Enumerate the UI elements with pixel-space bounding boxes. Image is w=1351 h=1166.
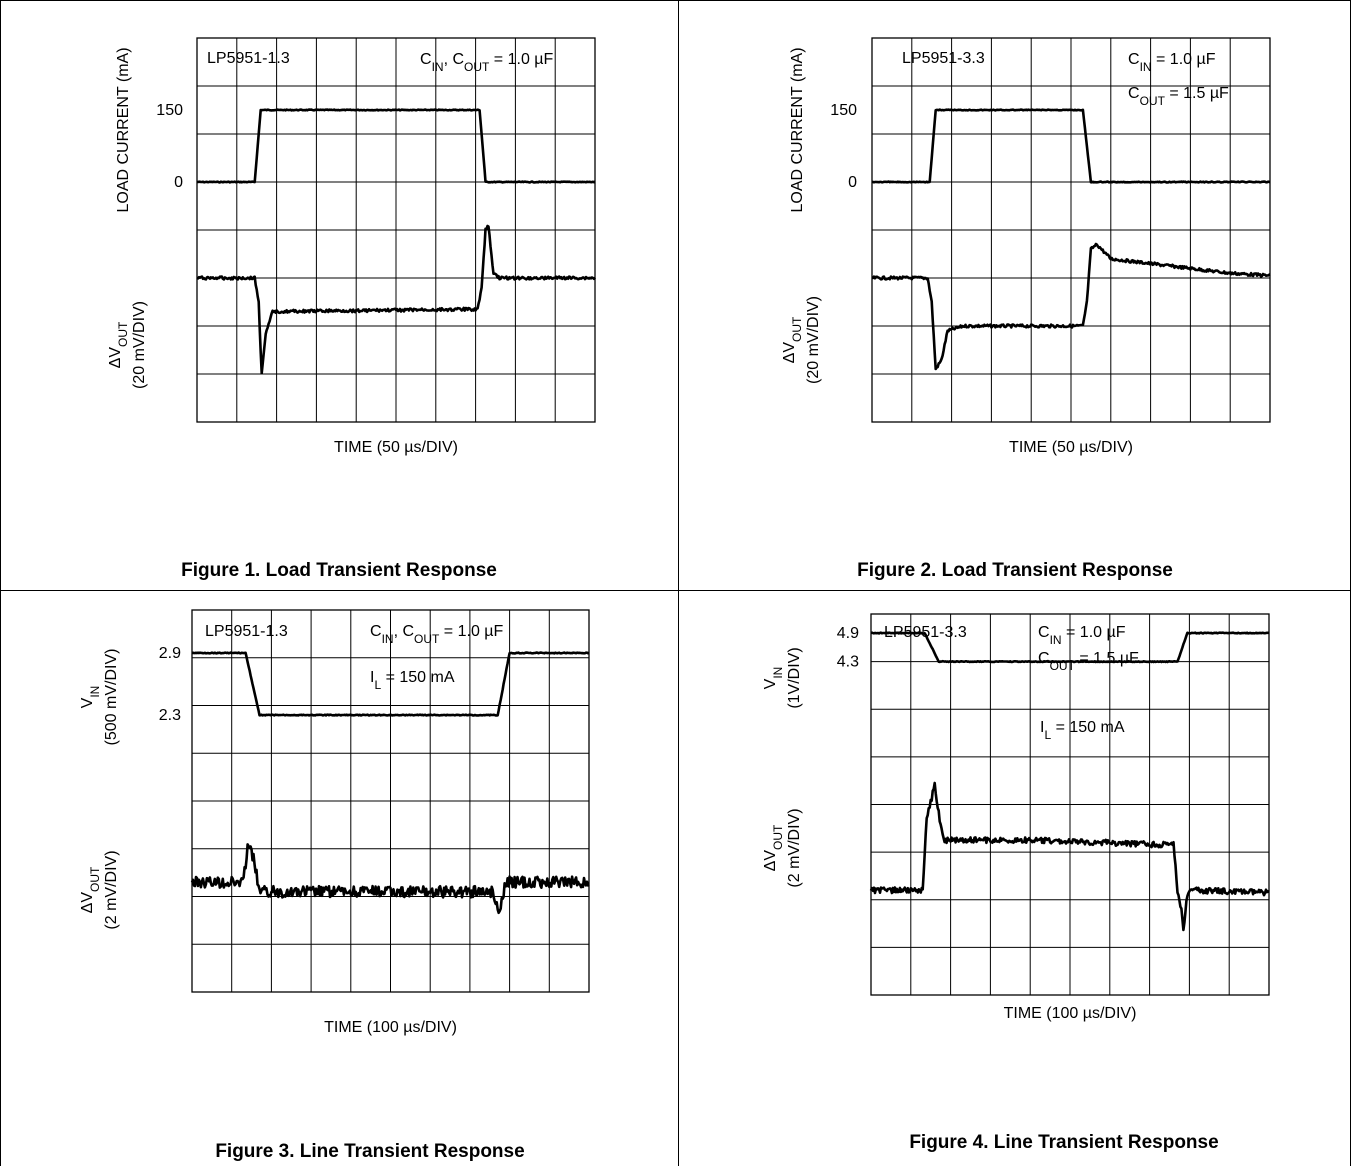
bottom-trace-line <box>871 242 1271 371</box>
figure-1-caption: Figure 1. Load Transient Response <box>181 560 497 581</box>
condition-label: IL = 150 mA <box>1040 719 1125 742</box>
y-tick-label: 4.3 <box>837 654 859 671</box>
top-y-axis-label: LOAD CURRENT (mA) <box>789 47 806 212</box>
bottom-trace-line <box>190 843 590 915</box>
bottom-y-axis-label: ΔVOUT (2 mV/DIV) <box>79 850 120 929</box>
x-axis-label: TIME (50 µs/DIV) <box>1009 439 1133 456</box>
y-tick-label: 150 <box>830 102 857 119</box>
top-y-axis-label: LOAD CURRENT (mA) <box>115 47 132 212</box>
bottom-trace-line <box>869 781 1270 932</box>
svg-text:VIN: VIN <box>762 667 785 690</box>
frame-top <box>0 0 1351 1</box>
y-tick-label: 2.3 <box>159 707 181 724</box>
y-tick-label: 0 <box>174 174 183 191</box>
y-tick-label: 4.9 <box>837 625 859 642</box>
svg-text:(2 mV/DIV): (2 mV/DIV) <box>103 850 120 929</box>
y-tick-label: 2.9 <box>159 645 181 662</box>
figure-2-caption: Figure 2. Load Transient Response <box>857 560 1173 581</box>
top-y-axis-label: VIN (500 mV/DIV) <box>79 649 120 746</box>
part-number-label: LP5951-1.3 <box>207 50 290 67</box>
frame-vertical-divider <box>678 0 679 1166</box>
part-number-label: LP5951-3.3 <box>902 50 985 67</box>
svg-text:(20 mV/DIV): (20 mV/DIV) <box>805 296 822 384</box>
y-tick-label: 0 <box>848 174 857 191</box>
svg-text:(20 mV/DIV): (20 mV/DIV) <box>131 301 148 389</box>
svg-text:ΔVOUT: ΔVOUT <box>762 824 785 871</box>
part-number-label: LP5951-1.3 <box>205 623 288 640</box>
top-trace-line <box>196 108 596 184</box>
condition-label: CIN = 1.0 µF <box>1128 51 1216 74</box>
bottom-y-axis-label: ΔVOUT (2 mV/DIV) <box>762 808 803 887</box>
svg-text:LOAD CURRENT (mA): LOAD CURRENT (mA) <box>789 47 806 212</box>
bottom-y-axis-label: ΔVOUT (20 mV/DIV) <box>781 296 822 384</box>
frame-horizontal-divider <box>0 590 1351 591</box>
x-axis-label: TIME (100 µs/DIV) <box>324 1019 457 1036</box>
condition-label: CIN, COUT = 1.0 µF <box>420 51 554 74</box>
svg-text:(2 mV/DIV): (2 mV/DIV) <box>786 808 803 887</box>
svg-text:VIN: VIN <box>79 686 102 709</box>
condition-label: COUT = 1.5 µF <box>1038 650 1139 673</box>
svg-text:ΔVOUT: ΔVOUT <box>107 321 130 368</box>
y-tick-label: 150 <box>156 102 183 119</box>
condition-label: CIN, COUT = 1.0 µF <box>370 623 504 646</box>
x-axis-label: TIME (50 µs/DIV) <box>334 439 458 456</box>
condition-label: COUT = 1.5 µF <box>1128 85 1229 108</box>
bottom-y-axis-label: ΔVOUT (20 mV/DIV) <box>107 301 148 389</box>
svg-text:(1V/DIV): (1V/DIV) <box>786 647 803 708</box>
bottom-trace-line <box>196 224 596 375</box>
top-trace-line <box>871 108 1271 184</box>
figure-4-caption: Figure 4. Line Transient Response <box>909 1132 1219 1153</box>
top-y-axis-label: VIN (1V/DIV) <box>762 647 803 708</box>
svg-text:ΔVOUT: ΔVOUT <box>79 866 102 913</box>
svg-text:LOAD CURRENT (mA): LOAD CURRENT (mA) <box>115 47 132 212</box>
condition-label: CIN = 1.0 µF <box>1038 624 1126 647</box>
svg-text:ΔVOUT: ΔVOUT <box>781 316 804 363</box>
figure-3-caption: Figure 3. Line Transient Response <box>215 1141 525 1162</box>
top-trace-line <box>870 631 1270 664</box>
frame-left <box>0 0 1 1166</box>
svg-text:(500 mV/DIV): (500 mV/DIV) <box>103 649 120 746</box>
top-trace-line <box>191 651 590 717</box>
part-number-label: LP5951-3.3 <box>884 624 967 641</box>
condition-label: IL = 150 mA <box>370 669 455 692</box>
x-axis-label: TIME (100 µs/DIV) <box>1004 1005 1137 1022</box>
